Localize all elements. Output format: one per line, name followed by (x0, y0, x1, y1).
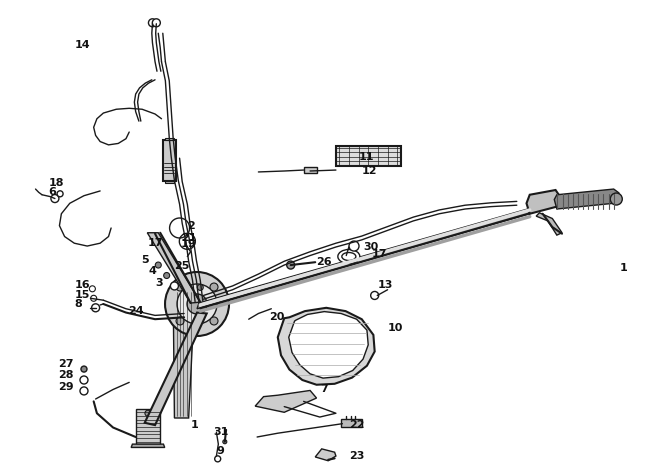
Text: 3: 3 (155, 277, 163, 288)
Ellipse shape (342, 253, 356, 260)
Text: 9: 9 (216, 446, 224, 456)
Text: 1: 1 (191, 420, 198, 430)
Circle shape (287, 261, 295, 269)
Circle shape (177, 284, 217, 324)
Text: 10: 10 (388, 323, 403, 333)
Text: 12: 12 (362, 166, 377, 176)
Circle shape (163, 273, 170, 278)
Text: 28: 28 (58, 370, 74, 380)
Circle shape (210, 283, 218, 291)
Polygon shape (165, 138, 174, 140)
Polygon shape (173, 290, 195, 418)
Text: 5: 5 (141, 255, 149, 265)
Text: 23: 23 (349, 451, 364, 461)
Text: 24: 24 (128, 306, 143, 316)
Circle shape (371, 292, 379, 299)
Polygon shape (197, 208, 531, 309)
Polygon shape (315, 449, 336, 461)
Polygon shape (554, 189, 619, 209)
Text: 17: 17 (371, 249, 387, 259)
Circle shape (80, 376, 88, 384)
Circle shape (214, 456, 221, 462)
Circle shape (610, 193, 622, 205)
Text: 20: 20 (269, 312, 285, 323)
Polygon shape (131, 444, 165, 447)
Polygon shape (289, 312, 368, 378)
Polygon shape (147, 233, 200, 303)
Text: 1: 1 (620, 263, 628, 274)
Text: 15: 15 (74, 289, 90, 300)
Polygon shape (165, 180, 174, 183)
Polygon shape (304, 167, 317, 173)
Circle shape (145, 410, 151, 416)
Circle shape (51, 195, 59, 202)
Text: 8: 8 (74, 299, 82, 309)
Circle shape (92, 304, 99, 312)
Text: 17: 17 (147, 238, 163, 248)
Text: 16: 16 (74, 280, 90, 290)
Circle shape (187, 294, 207, 314)
Circle shape (171, 282, 178, 290)
Text: 22: 22 (349, 420, 364, 430)
Polygon shape (526, 190, 561, 214)
Circle shape (80, 387, 88, 395)
Polygon shape (536, 213, 562, 235)
Text: 21: 21 (181, 233, 196, 244)
Circle shape (81, 366, 87, 372)
Text: 6: 6 (48, 187, 56, 198)
Circle shape (223, 440, 227, 444)
Polygon shape (336, 146, 401, 166)
Text: 29: 29 (58, 382, 74, 392)
Circle shape (89, 286, 96, 292)
Circle shape (152, 19, 160, 27)
Circle shape (149, 19, 156, 27)
Text: 4: 4 (149, 266, 156, 276)
Polygon shape (163, 140, 176, 180)
Text: 26: 26 (317, 257, 332, 267)
Polygon shape (341, 419, 362, 427)
Text: 31: 31 (213, 427, 229, 437)
Circle shape (90, 295, 97, 301)
Text: 14: 14 (74, 40, 90, 50)
Text: 13: 13 (378, 280, 393, 290)
Circle shape (349, 241, 359, 251)
Circle shape (197, 285, 203, 290)
Circle shape (57, 191, 63, 197)
Circle shape (165, 272, 229, 336)
Ellipse shape (338, 249, 360, 264)
Circle shape (155, 262, 162, 268)
Text: 25: 25 (174, 261, 190, 271)
Polygon shape (255, 390, 317, 412)
Polygon shape (145, 313, 207, 425)
Text: 30: 30 (363, 242, 379, 252)
Circle shape (210, 317, 218, 325)
Text: 19: 19 (181, 238, 196, 249)
Circle shape (176, 283, 184, 291)
Polygon shape (278, 308, 375, 385)
Text: 11: 11 (359, 152, 374, 162)
Text: 27: 27 (58, 359, 74, 369)
Polygon shape (136, 409, 160, 444)
Text: 18: 18 (48, 178, 64, 188)
Circle shape (176, 317, 184, 325)
Text: 7: 7 (320, 383, 328, 394)
Text: 2: 2 (187, 220, 195, 231)
